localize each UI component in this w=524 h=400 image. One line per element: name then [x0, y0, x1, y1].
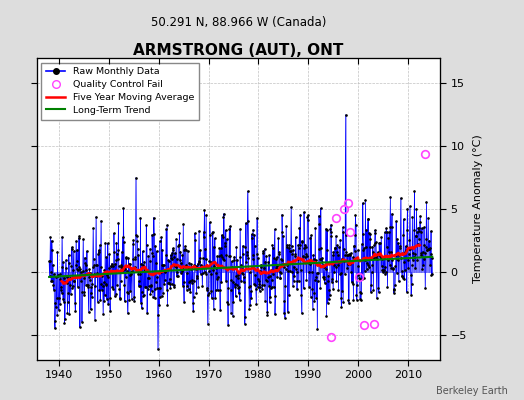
Title: ARMSTRONG (AUT), ONT: ARMSTRONG (AUT), ONT — [133, 43, 344, 58]
Text: Berkeley Earth: Berkeley Earth — [436, 386, 508, 396]
Y-axis label: Temperature Anomaly (°C): Temperature Anomaly (°C) — [473, 135, 483, 283]
Legend: Raw Monthly Data, Quality Control Fail, Five Year Moving Average, Long-Term Tren: Raw Monthly Data, Quality Control Fail, … — [41, 63, 199, 120]
Text: 50.291 N, 88.966 W (Canada): 50.291 N, 88.966 W (Canada) — [151, 16, 326, 29]
